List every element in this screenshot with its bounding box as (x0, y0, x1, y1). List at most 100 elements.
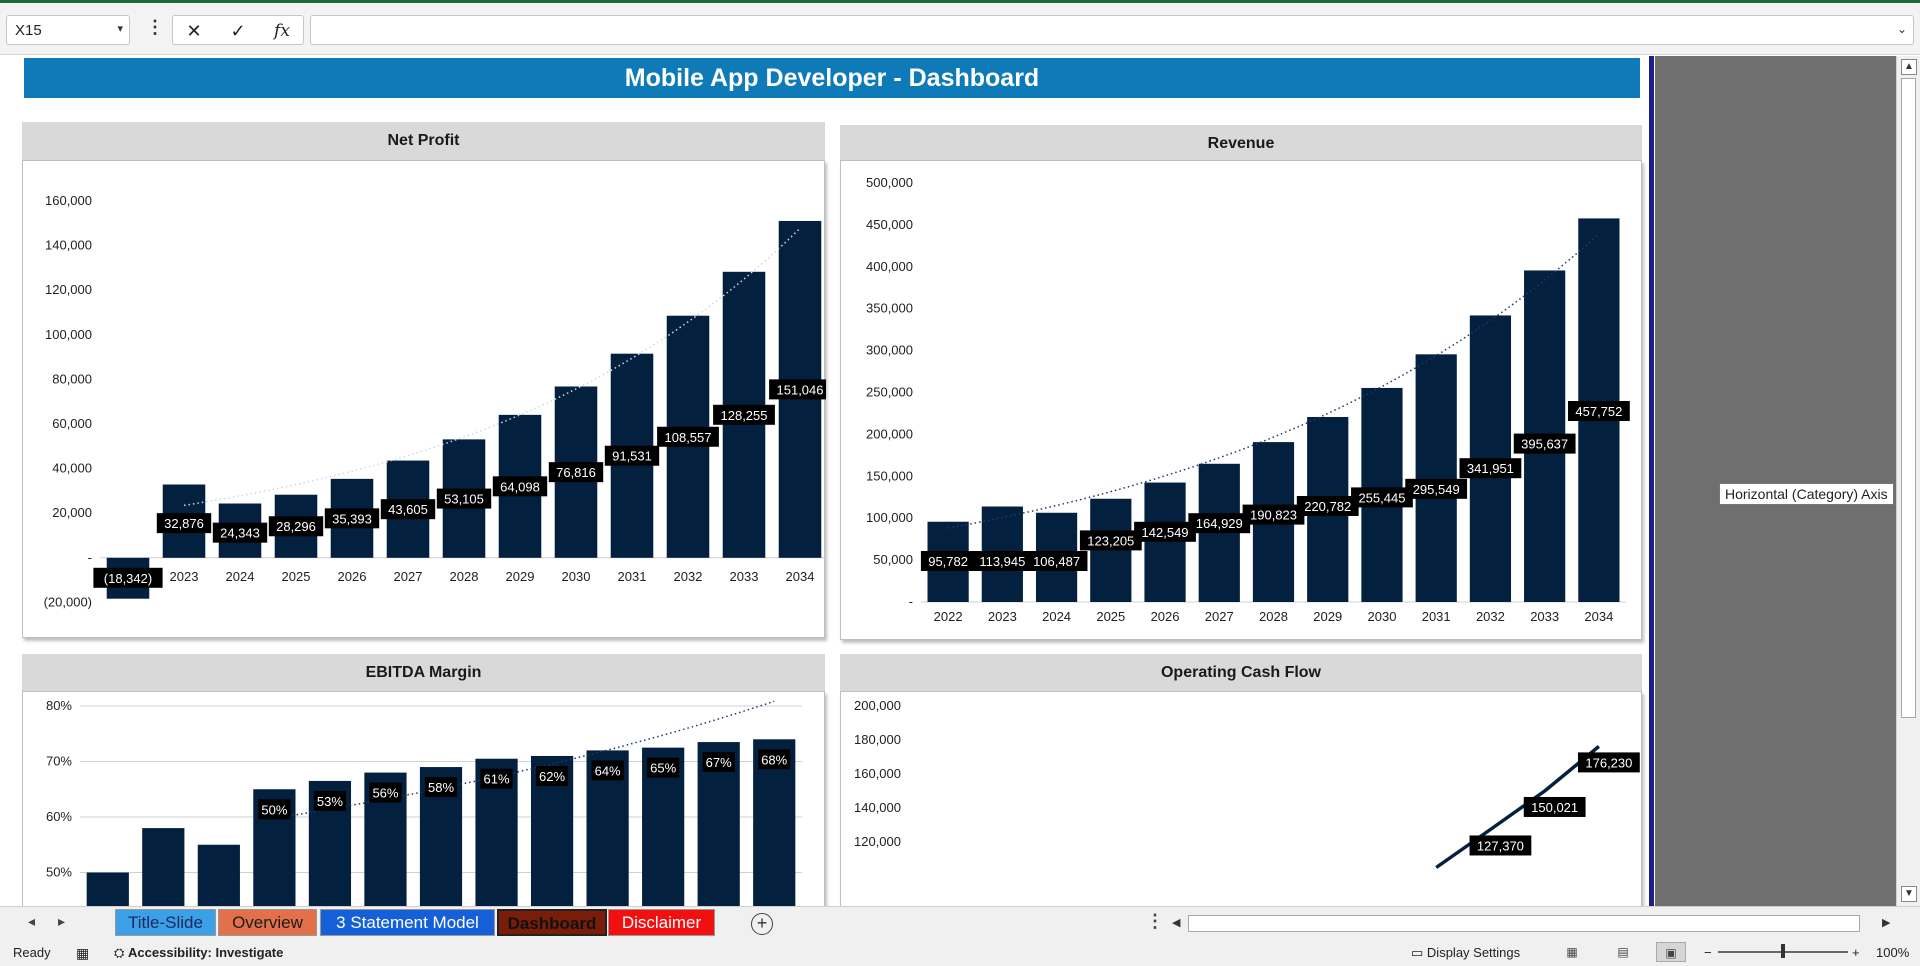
x-tick-label: 2030 (1368, 609, 1397, 624)
x-tick-label: 2027 (394, 569, 423, 584)
x-tick-label: 2024 (1042, 609, 1071, 624)
scroll-up-icon[interactable]: ▲ (1901, 59, 1917, 75)
data-label-bg (713, 404, 775, 425)
sheet-tab-overview[interactable]: Overview (218, 909, 317, 936)
page-break-view-icon[interactable]: ▣ (1656, 942, 1686, 962)
y-tick-label: 200,000 (854, 698, 901, 713)
data-label: 56% (372, 786, 398, 801)
status-bar: Ready ▦ ⛭ Accessibility: Investigate ▭ D… (0, 938, 1920, 966)
normal-view-icon[interactable]: ▦ (1566, 945, 1578, 959)
data-label-bg (1296, 496, 1359, 516)
data-label: 128,255 (721, 408, 768, 423)
y-tick-label: 200,000 (866, 426, 913, 441)
sheet-tab-disclaimer[interactable]: Disclaimer (608, 909, 715, 936)
data-label-bg (93, 567, 163, 588)
y-tick-label: 120,000 (45, 282, 92, 297)
data-label: 295,549 (1413, 482, 1460, 497)
cell-mode-icon[interactable]: ▦ (76, 945, 90, 961)
data-label: 67% (706, 755, 732, 770)
prev-sheet-icon[interactable]: ◂ (28, 913, 36, 929)
display-settings-button[interactable]: ▭ Display Settings (1411, 945, 1520, 961)
operating-cash-flow-chart[interactable]: 200,000 180,000 160,000 140,000 120,000 127,3… (840, 691, 1642, 906)
trendline (947, 233, 1600, 529)
data-label: 220,782 (1304, 499, 1351, 514)
net-profit-chart[interactable]: 160,000 140,000 120,000 100,000 80,000 60,000… (22, 160, 826, 638)
scroll-left-icon[interactable]: ◀ (1172, 917, 1181, 929)
bar (86, 872, 129, 906)
revenue-chart[interactable]: 500,000 450,000 400,000 350,000 300,000 250,0… (840, 160, 1642, 640)
next-sheet-icon[interactable]: ▸ (58, 913, 66, 929)
x-tick-label: 2023 (988, 609, 1017, 624)
vertical-scrollbar[interactable]: ▲ ▼ (1896, 56, 1920, 906)
data-label: 164,929 (1196, 516, 1243, 531)
data-label-bg (1079, 530, 1142, 551)
zoom-level[interactable]: 100% (1876, 945, 1910, 960)
accessibility-status[interactable]: ⛭ Accessibility: Investigate (114, 945, 283, 961)
expand-formula-icon[interactable]: ⌄ (1896, 22, 1907, 36)
sheet-tab-title-slide[interactable]: Title-Slide (115, 909, 216, 936)
data-label-bg (1188, 513, 1251, 534)
y-tick-label: 60,000 (52, 416, 92, 431)
vertical-scroll-thumb[interactable] (1901, 78, 1916, 718)
data-label-bg (920, 551, 976, 571)
insert-function-button[interactable]: fx (265, 18, 299, 44)
cancel-entry-button[interactable]: ✕ (177, 18, 211, 44)
x-tick-label: 2029 (506, 569, 535, 584)
x-tick-label: 2024 (226, 569, 255, 584)
data-label: 150,021 (1531, 800, 1578, 815)
tabs-options-icon[interactable]: ⋮ (1146, 911, 1164, 931)
zoom-slider-thumb[interactable] (1781, 944, 1785, 958)
formula-bar: X15 ▾ ⋮ ✕ ✓ fx ⌄ (0, 3, 1920, 55)
name-box-dropdown-icon[interactable]: ▾ (117, 23, 123, 35)
bar (197, 844, 240, 906)
confirm-entry-button[interactable]: ✓ (221, 18, 255, 44)
scroll-right-icon[interactable]: ▶ (1882, 917, 1891, 929)
zoom-in-icon[interactable]: + (1852, 945, 1860, 960)
data-label: 35,393 (332, 511, 372, 526)
add-sheet-icon[interactable]: + (751, 913, 773, 935)
y-tick-label: 140,000 (854, 800, 901, 815)
x-tick-label: 2034 (1584, 609, 1613, 624)
zoom-out-icon[interactable]: − (1704, 945, 1712, 960)
page-layout-view-icon[interactable]: ▤ (1617, 945, 1629, 959)
revenue-header: Revenue (840, 125, 1642, 163)
horizontal-scroll-thumb[interactable] (1188, 915, 1860, 932)
data-label-bg (769, 379, 826, 400)
data-label: 28,296 (276, 519, 316, 534)
sheet-tab-dashboard[interactable]: Dashboard (497, 909, 607, 936)
data-label-bg (492, 476, 548, 497)
ebitda-margin-chart-svg: 80%70%60%50%40%50%53%56%58%61%62%64%65%6… (46, 698, 802, 906)
more-options-icon[interactable]: ⋮ (146, 17, 164, 37)
y-tick-label: 400,000 (866, 259, 913, 274)
revenue-chart-svg: 500,000 450,000 400,000 350,000 300,000 250,0… (866, 175, 1630, 624)
name-box-value: X15 (15, 22, 42, 39)
ebitda-margin-chart[interactable]: 80%70%60%50%40%50%53%56%58%61%62%64%65%6… (22, 691, 825, 906)
sheet-tab-3-statement-model[interactable]: 3 Statement Model (320, 909, 495, 936)
display-settings-label: Display Settings (1426, 945, 1521, 960)
data-label: 65% (650, 761, 676, 776)
formula-input[interactable]: ⌄ (310, 15, 1914, 45)
y-tick-label: (20,000) (44, 594, 92, 609)
x-tick-label: 2029 (1313, 609, 1342, 624)
x-tick-label: 2031 (1422, 609, 1451, 624)
operating-cash-flow-chart-svg: 200,000 180,000 160,000 140,000 120,000 127,3… (854, 698, 1640, 869)
name-box[interactable]: X15 ▾ (6, 15, 130, 45)
data-label-bg (1351, 487, 1413, 508)
y-tick-label: 50,000 (873, 552, 913, 567)
scroll-down-icon[interactable]: ▼ (1901, 886, 1917, 902)
x-tick-label: 2030 (562, 569, 591, 584)
data-label: 395,637 (1521, 437, 1568, 452)
data-label-bg (535, 765, 569, 786)
worksheet[interactable]: Mobile App Developer - Dashboard Net Pro… (0, 56, 1652, 906)
data-label-bg (1567, 401, 1630, 421)
horizontal-scrollbar[interactable]: ◀ ▶ (1170, 915, 1894, 932)
data-label: 255,445 (1358, 490, 1405, 505)
x-tick-label: 2033 (730, 569, 759, 584)
data-label-bg (1459, 458, 1522, 479)
data-label-bg (647, 757, 680, 778)
x-tick-label: 2022 (934, 609, 963, 624)
data-label-bg (212, 522, 268, 543)
x-tick-label: 2026 (1151, 609, 1180, 624)
y-tick-label: 20,000 (52, 505, 92, 520)
accessibility-label: Accessibility: Investigate (128, 945, 284, 960)
